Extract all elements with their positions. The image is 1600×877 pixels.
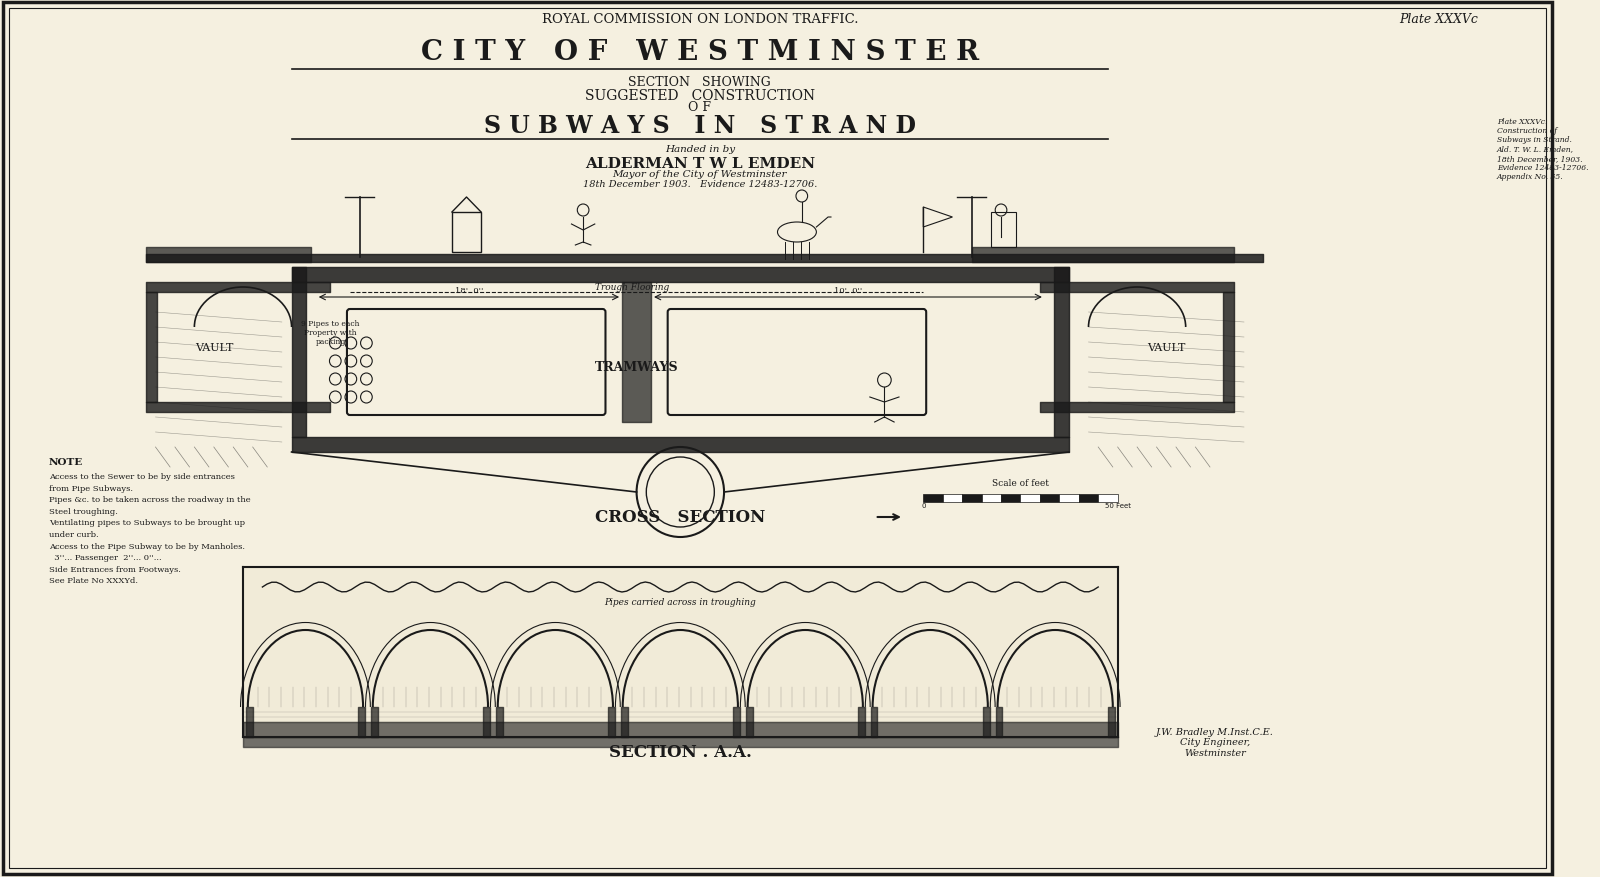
Text: SECTION   SHOWING: SECTION SHOWING bbox=[629, 76, 771, 89]
Bar bbox=[1098, 495, 1118, 503]
Bar bbox=[962, 495, 981, 503]
Bar bbox=[923, 495, 942, 503]
Text: 9 Pipes to each
Property with
packing: 9 Pipes to each Property with packing bbox=[301, 319, 360, 346]
Text: CROSS   SECTION: CROSS SECTION bbox=[595, 509, 765, 526]
Text: 10'. 0'': 10'. 0'' bbox=[834, 287, 862, 295]
Bar bbox=[1002, 495, 1021, 503]
Text: Scale of feet: Scale of feet bbox=[992, 479, 1050, 488]
Text: 18'. 0'': 18'. 0'' bbox=[454, 287, 483, 295]
Text: J.W. Bradley M.Inst.C.E.
City Engineer,
Westminster: J.W. Bradley M.Inst.C.E. City Engineer, … bbox=[1155, 727, 1274, 757]
Text: Access to the Sewer to be by side entrances
from Pipe Subways.
Pipes &c. to be t: Access to the Sewer to be by side entran… bbox=[48, 473, 250, 585]
Text: VAULT: VAULT bbox=[195, 343, 234, 353]
Text: Plate XXXVc: Plate XXXVc bbox=[1398, 13, 1478, 26]
Text: ALDERMAN T W L EMDEN: ALDERMAN T W L EMDEN bbox=[584, 157, 814, 171]
Text: Handed in by: Handed in by bbox=[664, 146, 734, 154]
Text: S U B W A Y S   I N   S T R A N D: S U B W A Y S I N S T R A N D bbox=[483, 114, 915, 138]
Bar bbox=[981, 495, 1002, 503]
Text: O F: O F bbox=[688, 102, 712, 114]
Text: NOTE: NOTE bbox=[48, 458, 83, 467]
Bar bbox=[451, 213, 482, 253]
Text: Plate XXXVc.
Construction of
Subways in Strand.
Ald. T. W. L. Emden,
18th Decemb: Plate XXXVc. Construction of Subways in … bbox=[1496, 118, 1589, 181]
Text: TRAMWAYS: TRAMWAYS bbox=[595, 361, 678, 374]
Text: Trough Flooring: Trough Flooring bbox=[595, 283, 669, 292]
Text: 50 Feet: 50 Feet bbox=[1104, 503, 1131, 509]
Text: 0: 0 bbox=[922, 503, 925, 509]
Text: SECTION . A.A.: SECTION . A.A. bbox=[610, 744, 752, 760]
Bar bbox=[992, 213, 1016, 247]
Bar bbox=[942, 495, 962, 503]
Text: Pipes carried across in troughing: Pipes carried across in troughing bbox=[605, 598, 757, 607]
Text: VAULT: VAULT bbox=[1147, 343, 1186, 353]
Text: ROYAL COMMISSION ON LONDON TRAFFIC.: ROYAL COMMISSION ON LONDON TRAFFIC. bbox=[541, 13, 858, 26]
Text: Mayor of the City of Westminster: Mayor of the City of Westminster bbox=[613, 170, 787, 179]
Text: SUGGESTED   CONSTRUCTION: SUGGESTED CONSTRUCTION bbox=[584, 89, 814, 103]
Bar bbox=[1078, 495, 1098, 503]
Bar bbox=[1021, 495, 1040, 503]
Text: C I T Y   O F   W E S T M I N S T E R: C I T Y O F W E S T M I N S T E R bbox=[421, 39, 979, 67]
Bar bbox=[1040, 495, 1059, 503]
Text: 18th December 1903.   Evidence 12483-12706.: 18th December 1903. Evidence 12483-12706… bbox=[582, 181, 818, 189]
Bar bbox=[1059, 495, 1078, 503]
